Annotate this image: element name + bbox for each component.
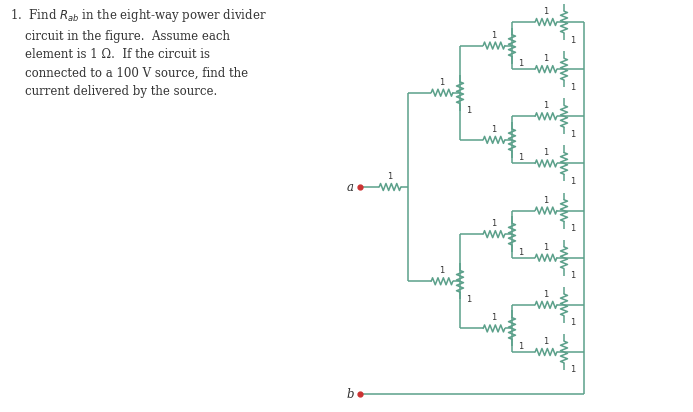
Text: 1: 1 — [491, 219, 497, 228]
Text: 1: 1 — [466, 295, 471, 304]
Text: 1: 1 — [543, 243, 549, 252]
Text: 1: 1 — [466, 106, 471, 115]
Text: 1: 1 — [518, 248, 523, 257]
Text: 1: 1 — [543, 337, 549, 346]
Text: 1: 1 — [570, 35, 575, 44]
Text: 1: 1 — [570, 318, 575, 328]
Text: 1: 1 — [570, 130, 575, 139]
Text: 1: 1 — [543, 54, 549, 63]
Text: 1: 1 — [491, 30, 497, 40]
Text: 1: 1 — [543, 290, 549, 299]
Text: 1: 1 — [570, 224, 575, 233]
Text: 1: 1 — [518, 59, 523, 68]
Text: 1: 1 — [543, 101, 549, 110]
Text: 1: 1 — [491, 125, 497, 134]
Text: b: b — [346, 388, 354, 400]
Text: 1: 1 — [491, 314, 497, 323]
Text: 1: 1 — [439, 266, 445, 275]
Text: 1: 1 — [543, 7, 549, 16]
Text: 1: 1 — [570, 177, 575, 186]
Text: 1: 1 — [518, 153, 523, 162]
Text: 1: 1 — [570, 365, 575, 375]
Text: 1: 1 — [439, 78, 445, 87]
Text: 1: 1 — [543, 196, 549, 205]
Text: 1: 1 — [570, 83, 575, 91]
Text: 1: 1 — [518, 342, 523, 351]
Text: 1: 1 — [543, 148, 549, 157]
Text: 1: 1 — [570, 271, 575, 280]
Text: 1: 1 — [387, 172, 393, 181]
Text: 1.  Find $R_{ab}$ in the eight-way power divider
    circuit in the figure.  Ass: 1. Find $R_{ab}$ in the eight-way power … — [10, 7, 267, 98]
Text: a: a — [347, 180, 354, 194]
